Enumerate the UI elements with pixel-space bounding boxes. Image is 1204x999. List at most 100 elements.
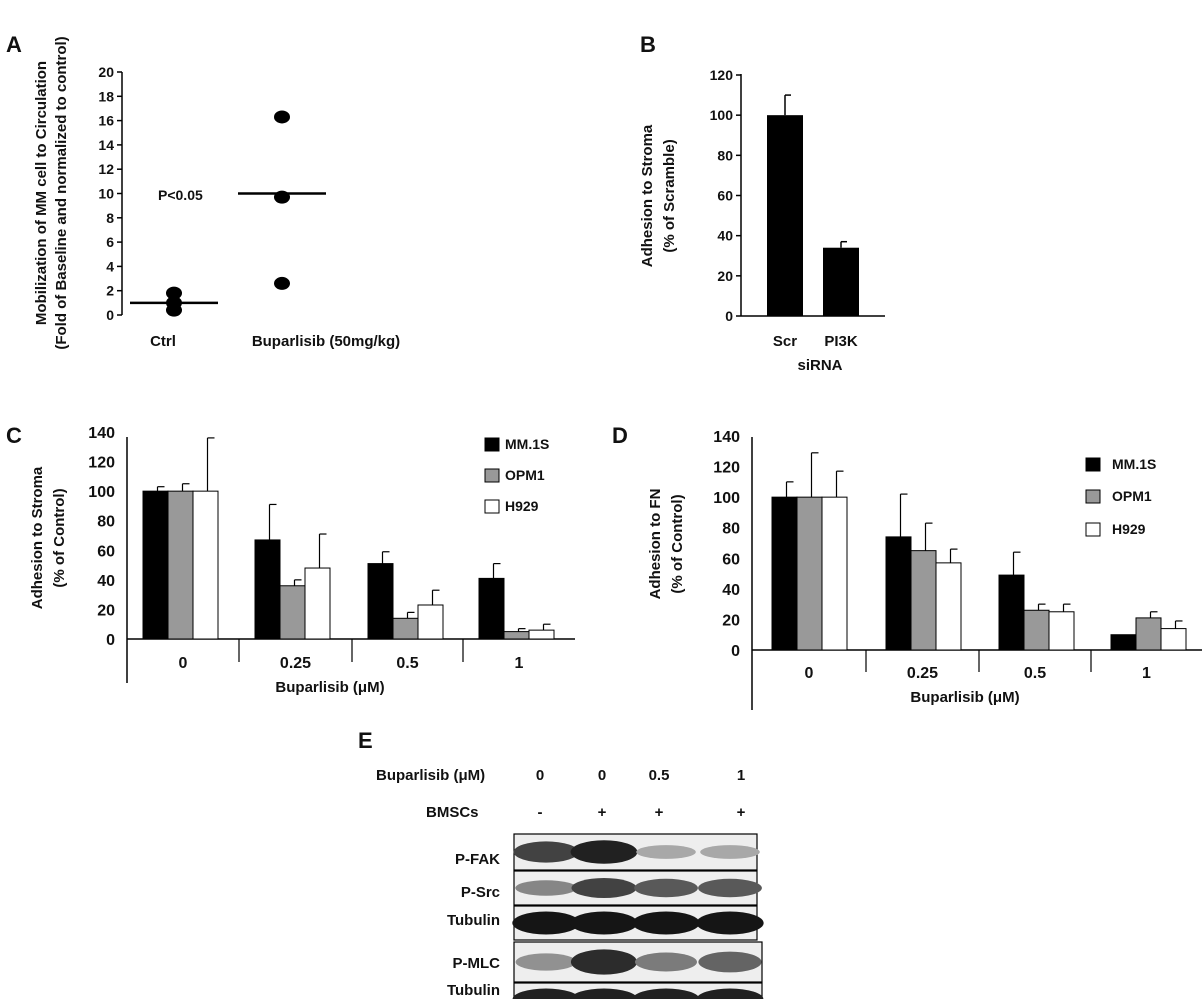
blot-band	[570, 840, 638, 864]
panel-c-legend-swatch	[484, 437, 500, 452]
panel-c-ytick-label: 40	[97, 573, 115, 590]
blot-band	[698, 951, 762, 973]
blot-bmscs-label: BMSCs	[426, 804, 479, 821]
panel-d-legend-swatch	[1085, 457, 1101, 472]
blot-band	[570, 949, 638, 975]
panel-b-ytick-label: 80	[717, 147, 733, 163]
panel-a-ytick-label: 2	[106, 283, 114, 299]
blot-band-label: P-Src	[461, 884, 500, 901]
blot-dose-value: 1	[737, 767, 745, 784]
panel-a-ytick-label: 10	[98, 186, 114, 202]
panel-d-ytick-label: 140	[713, 429, 740, 446]
panel-d-bar-opm1	[910, 550, 937, 651]
panel-c-bar-h929	[304, 567, 331, 640]
blot-band	[570, 911, 638, 935]
blot-band	[512, 988, 580, 999]
blot-band	[570, 988, 638, 999]
panel-c-ytick-label: 60	[97, 543, 115, 560]
blot-bmsc-value: +	[598, 804, 607, 821]
blot-band	[571, 878, 637, 898]
blot-band-label: P-MLC	[453, 955, 501, 972]
panel-b-xtick-scr: Scr	[773, 333, 797, 350]
panel-c-xtick-label: 0	[179, 655, 188, 672]
blot-band	[512, 911, 580, 935]
panel-b-bar	[767, 115, 803, 317]
panel-a-xtick-buparlisib: Buparlisib (50mg/kg)	[252, 333, 400, 350]
panel-a-ytick-label: 18	[98, 88, 114, 104]
panel-b-ylabel-1: Adhesion to Stroma	[639, 124, 656, 267]
blot-band-label: P-FAK	[455, 851, 500, 868]
panel-c-bar-mm1s	[254, 539, 281, 640]
panel-c-grouped-bar: Adhesion to Stroma (% of Control) Buparl…	[29, 425, 575, 696]
panel-b-xtick-pi3k: PI3K	[824, 333, 858, 350]
blot-buparlisib-label: Buparlisib (μM)	[376, 767, 485, 784]
panel-d-bar-h929	[821, 496, 848, 651]
panel-b-ytick-label: 120	[710, 67, 734, 83]
blot-dose-value: 0	[536, 767, 544, 784]
panel-d-bar-mm1s	[1110, 634, 1137, 651]
blot-band	[634, 878, 698, 898]
panel-d-ytick-label: 0	[731, 643, 740, 660]
panel-a-ytick-label: 0	[106, 307, 114, 323]
panel-c-legend-label-h929: H929	[505, 498, 539, 514]
panel-c-legend-label-opm1: OPM1	[505, 467, 545, 483]
blot-band	[636, 845, 696, 859]
panel-c-bar-h929	[192, 490, 219, 640]
panel-c-bar-opm1	[503, 631, 530, 640]
blot-band	[698, 878, 762, 898]
panel-d-xtick-label: 1	[1142, 665, 1151, 682]
panel-d-legend-label-mm1s: MM.1S	[1112, 456, 1156, 472]
panel-a-ylabel-1: Mobilization of MM cell to Circulation	[33, 61, 50, 325]
panel-d-xtick-label: 0.25	[907, 665, 938, 682]
blot-band	[513, 841, 579, 863]
panel-a-ytick-label: 6	[106, 234, 114, 250]
blot-band	[515, 880, 577, 896]
panel-c-ylabel-1: Adhesion to Stroma	[29, 466, 46, 609]
panel-d-legend-label-h929: H929	[1112, 521, 1146, 537]
blot-bands: P-FAK P-Src Tubulin P-MLC Tubulin	[447, 833, 764, 999]
blot-band	[696, 988, 764, 999]
panel-d-bar-opm1	[1135, 617, 1162, 651]
panel-d-ytick-label: 120	[713, 460, 740, 477]
panel-c-bar-mm1s	[367, 563, 394, 640]
panel-a-point	[166, 286, 182, 300]
panel-d-bar-mm1s	[885, 536, 912, 651]
panel-b-ytick-label: 0	[725, 308, 733, 324]
panel-label-a: A	[6, 32, 22, 57]
blot-band	[632, 911, 700, 935]
panel-a-point	[274, 110, 290, 124]
blot-lane-headers: 0 0 0.5 1 - + + +	[536, 767, 746, 821]
panel-a-ytick-label: 16	[98, 113, 114, 129]
panel-d-xtick-label: 0.5	[1024, 665, 1046, 682]
blot-band	[515, 953, 577, 971]
panel-c-ytick-label: 100	[88, 484, 115, 501]
panel-b-bar	[823, 247, 859, 316]
panel-a-ylabel-2: (Fold of Baseline and normalized to cont…	[53, 36, 70, 349]
panel-d-xtick-label: 0	[805, 665, 814, 682]
panel-c-bar-h929	[417, 604, 444, 640]
panel-d-ytick-label: 40	[722, 582, 740, 599]
panel-d-legend-swatch	[1085, 489, 1101, 504]
panel-c-xtick-label: 0.25	[280, 655, 311, 672]
panel-b-ytick-label: 60	[717, 188, 733, 204]
panel-a-ytick-label: 14	[98, 137, 114, 153]
panel-a-ytick-label: 8	[106, 210, 114, 226]
panel-c-bar-h929	[528, 629, 555, 640]
panel-b-ytick-label: 100	[710, 107, 734, 123]
blot-dose-value: 0.5	[649, 767, 670, 784]
panel-d-ytick-label: 20	[722, 612, 740, 629]
panel-d-bar-h929	[1048, 611, 1075, 651]
panel-c-bar-opm1	[392, 617, 419, 640]
panel-a-point	[166, 303, 182, 317]
panel-d-bar-h929	[935, 562, 962, 651]
panel-c-bar-mm1s	[478, 577, 505, 640]
blot-band-label: Tubulin	[447, 912, 500, 929]
panel-d-grouped-bar: Adhesion to FN (% of Control) Buparlisib…	[647, 429, 1202, 710]
panel-label-c: C	[6, 423, 22, 448]
panel-d-ytick-label: 80	[722, 521, 740, 538]
panel-a-ytick-label: 4	[106, 258, 114, 274]
panel-d-bar-opm1	[796, 496, 823, 651]
panel-c-xtick-label: 0.5	[396, 655, 418, 672]
panel-c-bar-opm1	[167, 490, 194, 640]
